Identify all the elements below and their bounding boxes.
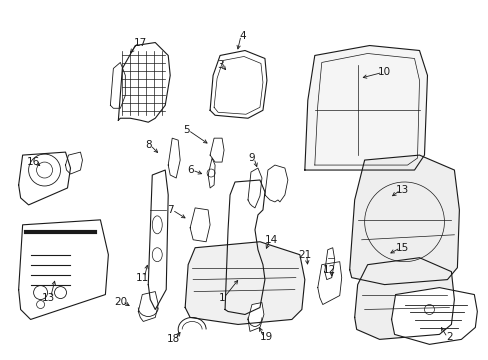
- Text: 16: 16: [27, 157, 40, 167]
- Text: 3: 3: [216, 60, 223, 71]
- Polygon shape: [247, 302, 264, 332]
- Text: 5: 5: [183, 125, 189, 135]
- Text: 11: 11: [135, 273, 149, 283]
- Text: 9: 9: [248, 153, 255, 163]
- Text: 10: 10: [377, 67, 390, 77]
- Polygon shape: [19, 220, 108, 319]
- Text: 17: 17: [133, 37, 146, 48]
- Text: 6: 6: [186, 165, 193, 175]
- Polygon shape: [247, 168, 262, 208]
- Polygon shape: [210, 50, 266, 118]
- Polygon shape: [317, 262, 341, 305]
- Polygon shape: [391, 288, 476, 345]
- Polygon shape: [208, 158, 215, 188]
- Polygon shape: [168, 138, 180, 178]
- Polygon shape: [138, 292, 158, 321]
- Text: 2: 2: [445, 332, 452, 342]
- Polygon shape: [118, 42, 170, 122]
- Text: 8: 8: [144, 140, 151, 150]
- Polygon shape: [324, 248, 334, 280]
- Polygon shape: [190, 208, 210, 242]
- Text: 4: 4: [239, 31, 246, 41]
- Text: 12: 12: [323, 265, 336, 275]
- Polygon shape: [210, 138, 224, 162]
- Text: 18: 18: [166, 334, 180, 345]
- Text: 21: 21: [298, 250, 311, 260]
- Polygon shape: [304, 45, 427, 170]
- Text: 1: 1: [218, 293, 225, 302]
- Text: 7: 7: [166, 205, 173, 215]
- Text: 20: 20: [114, 297, 127, 306]
- Polygon shape: [185, 242, 304, 324]
- Polygon shape: [65, 152, 82, 174]
- Text: 13: 13: [395, 185, 408, 195]
- Polygon shape: [224, 180, 264, 315]
- Polygon shape: [264, 165, 287, 202]
- Polygon shape: [349, 155, 458, 285]
- Polygon shape: [19, 152, 70, 205]
- Polygon shape: [148, 170, 168, 310]
- Polygon shape: [110, 62, 125, 108]
- Text: 15: 15: [395, 243, 408, 253]
- Text: 13: 13: [42, 293, 55, 302]
- Text: 14: 14: [265, 235, 278, 245]
- Text: 19: 19: [259, 332, 272, 342]
- Polygon shape: [354, 258, 453, 339]
